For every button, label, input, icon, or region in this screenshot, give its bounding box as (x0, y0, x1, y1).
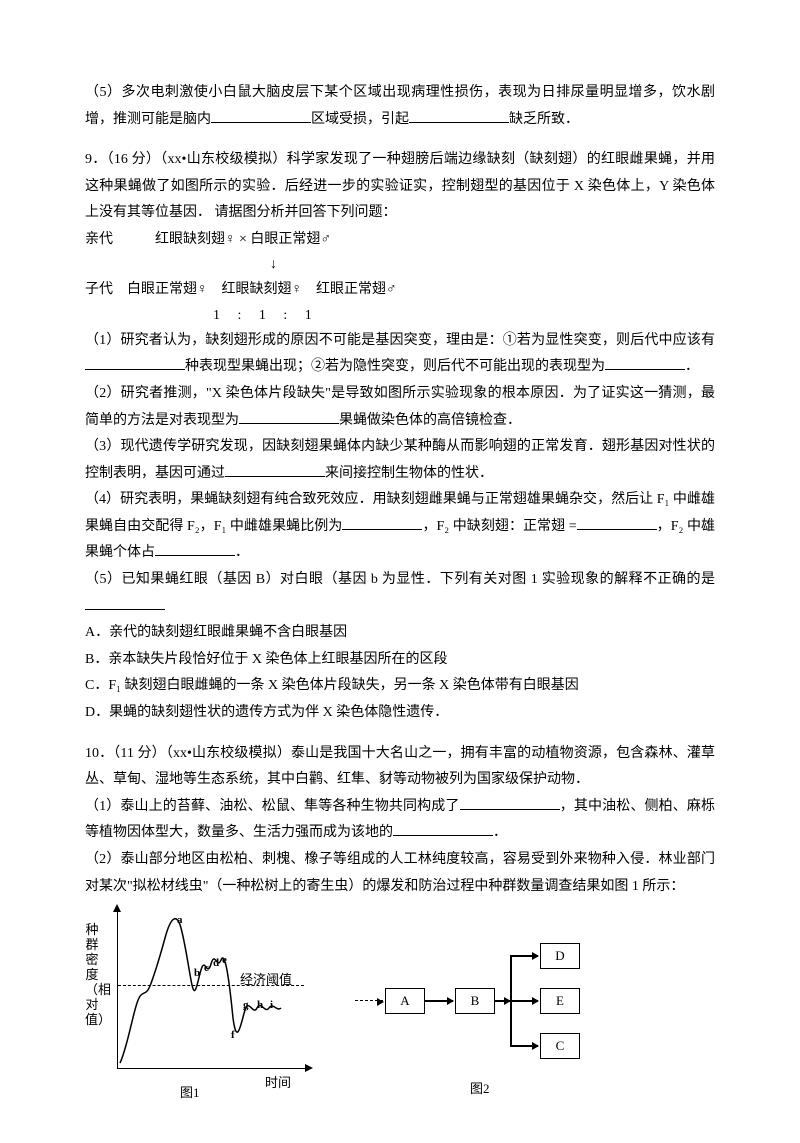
blank (155, 541, 235, 556)
q9-opt-b: B．亲本缺失片段恰好位于 X 染色体上红眼基因所在的区段 (85, 647, 715, 674)
y-axis-label: 种群密度（相对值） (85, 923, 99, 1028)
x-axis-label: 时间 (265, 1071, 291, 1096)
point-i: i (270, 995, 273, 1016)
blank (211, 108, 311, 123)
q9-1: （1）研究者认为，缺刻翅形成的原因不可能是基因突变，理由是：①若为显性突变，则后… (85, 328, 715, 381)
chart1-caption: 图1 (180, 1081, 200, 1106)
text: （5）已知果蝇红眼（基因 B）对白眼（基因 b 为显性．下列有关对图 1 实验现… (85, 572, 715, 587)
q9-opt-a: A．亲代的缺刻翅红眼雌果蝇不含白眼基因 (85, 620, 715, 647)
arrow (425, 1000, 453, 1002)
figure-row: 种群密度（相对值） a b c d e f g h i 经济阈值 时间 图1 A (85, 908, 715, 1103)
text: 缺乏所致． (509, 112, 579, 127)
q9-intro: 9．（16 分）（xx•山东校级模拟）科学家发现了一种翅膀后端边缘缺刻（缺刻翅）… (85, 147, 715, 227)
point-d: d (213, 953, 219, 974)
q10-2: （2）泰山部分地区由松柏、刺槐、橡子等组成的人工林纯度较高，容易受到外来物种入侵… (85, 847, 715, 900)
text: ． (493, 825, 507, 840)
blank (85, 355, 185, 370)
chart-2: A B D E C 图2 (355, 928, 615, 1093)
blank (239, 409, 339, 424)
parent-label: 亲代 (85, 232, 113, 247)
hline (495, 1000, 510, 1002)
blank (85, 595, 165, 610)
text: ． (685, 359, 699, 374)
parent-cross: 红眼缺刻翅♀ × 白眼正常翅♂ (155, 232, 331, 247)
text: ． (235, 545, 249, 560)
ratio: 1 : 1 : 1 (85, 303, 715, 328)
chart2-caption: 图2 (470, 1077, 490, 1102)
arrow-dashed (355, 1000, 383, 1001)
chart-1: 种群密度（相对值） a b c d e f g h i 经济阈值 时间 图1 (85, 908, 315, 1103)
point-f: f (231, 1025, 235, 1046)
blank (460, 795, 560, 810)
arrow (510, 955, 538, 957)
q9-opt-c: C．F₁ 缺刻翅白眼雌蝇的一条 X 染色体片段缺失，另一条 X 染色体带有白眼基… (85, 673, 715, 700)
blank (225, 462, 325, 477)
blank (577, 515, 657, 530)
arrow (510, 1045, 538, 1047)
point-b: b (194, 963, 200, 984)
q9-4: （4）研究表明，果蝇缺刻翅有纯合致死效应．用缺刻翅雌果蝇与正常翅雄果蝇杂交，然后… (85, 487, 715, 567)
point-g: g (243, 995, 249, 1016)
point-a: a (177, 910, 183, 931)
text: 区域受损，引起 (311, 112, 409, 127)
f1-2: 红眼缺刻翅♀ (222, 282, 303, 297)
threshold-label: 经济阈值 (240, 968, 292, 993)
q9-5: （5）已知果蝇红眼（基因 B）对白眼（基因 b 为显性．下列有关对图 1 实验现… (85, 567, 715, 620)
q9-opt-d: D．果蝇的缺刻翅性状的遗传方式为伴 X 染色体隐性遗传． (85, 700, 715, 727)
text: 种表现型果蝇出现；②若为隐性突变，则后代不可能出现的表现型为 (185, 359, 605, 374)
q10-intro: 10．（11 分）（xx•山东校级模拟）泰山是我国十大名山之一，拥有丰富的动植物… (85, 741, 715, 794)
q9-3: （3）现代遗传学研究发现，因缺刻翅果蝇体内缺少某种酶从而影响翅的正常发育．翅形基… (85, 434, 715, 487)
box-b: B (455, 988, 495, 1014)
box-e: E (540, 988, 580, 1014)
blank (409, 108, 509, 123)
f1-1: 白眼正常翅♀ (127, 282, 208, 297)
offspring-label: 子代 (85, 282, 113, 297)
point-c: c (204, 958, 209, 979)
arrow (510, 1000, 538, 1002)
point-h: h (257, 995, 263, 1016)
cross-diagram: 亲代 红眼缺刻翅♀ × 白眼正常翅♂ ↓ 子代 白眼正常翅♀ 红眼缺刻翅♀ 红眼… (85, 227, 715, 328)
text: （1）研究者认为，缺刻翅形成的原因不可能是基因突变，理由是：①若为显性突变，则后… (85, 333, 715, 348)
text: ，F₂ 中缺刻翅：正常翅 = (422, 519, 576, 534)
box-a: A (385, 988, 425, 1014)
text: 来间接控制生物体的性状． (325, 466, 493, 481)
f1-3: 红眼正常翅♂ (316, 282, 397, 297)
blank (393, 821, 493, 836)
q9-2: （2）研究者推测，"X 染色体片段缺失"是导致如图所示实验现象的根本原因．为了证… (85, 381, 715, 434)
q8-part5: （5）多次电刺激使小白鼠大脑皮层下某个区域出现病理性损伤，表现为日排尿量明显增多… (85, 80, 715, 133)
blank (605, 355, 685, 370)
box-d: D (540, 943, 580, 969)
text: 果蝇做染色体的高倍镜检查． (339, 413, 521, 428)
q10-1: （1）泰山上的苔藓、油松、松鼠、隼等各种生物共同构成了，其中油松、侧柏、麻栎等植… (85, 794, 715, 847)
text: （1）泰山上的苔藓、油松、松鼠、隼等各种生物共同构成了 (85, 799, 460, 814)
point-e: e (222, 950, 227, 971)
box-c: C (540, 1033, 580, 1059)
blank (342, 515, 422, 530)
